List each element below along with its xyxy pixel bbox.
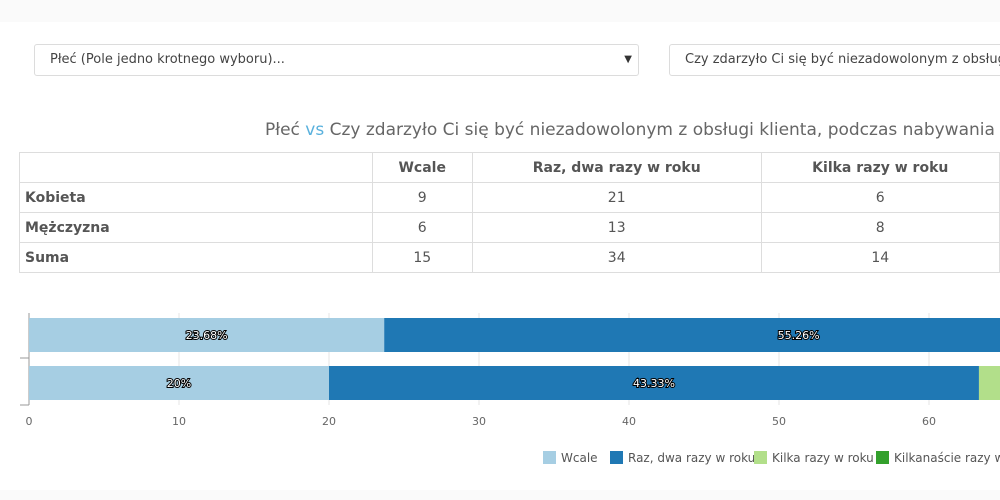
chevron-down-icon: ▼ [624, 54, 632, 65]
legend-swatch [610, 451, 623, 464]
legend-item[interactable]: Kilkanaście razy w roku [876, 450, 1000, 466]
table-header-cell: Kilka razy w roku [760, 152, 1000, 183]
crosstab-table: Wcale Raz, dwa razy w roku Kilka razy w … [19, 152, 1000, 273]
bar-data-label: 23.68% [186, 329, 228, 342]
legend-label: Raz, dwa razy w roku [628, 451, 756, 465]
bar-segment [384, 318, 1000, 352]
table-cell: 34 [471, 242, 762, 273]
legend-label: Kilkanaście razy w roku [894, 451, 1000, 465]
table-row: Kobieta 9 21 6 [19, 182, 1000, 213]
table-cell: 6 [371, 212, 473, 243]
table-cell: 14 [760, 242, 1000, 273]
bottom-bar [0, 490, 1000, 500]
stacked-bar-chart: 0 10 20 30 40 50 60 23.68% 55.26% 20% 43.33% [20, 313, 1000, 428]
column-variable-value: Czy zdarzyło Ci się być niezadowolonym z… [685, 52, 1000, 67]
x-tick-label: 50 [772, 415, 786, 428]
row-variable-value: Płeć (Pole jedno krotnego wyboru)... [50, 52, 285, 67]
legend-swatch [754, 451, 767, 464]
x-tick-label: 40 [622, 415, 636, 428]
table-header-cell: Raz, dwa razy w roku [471, 152, 762, 183]
x-tick-label: 10 [172, 415, 186, 428]
x-tick-label: 60 [922, 415, 936, 428]
column-variable-select[interactable]: Czy zdarzyło Ci się być niezadowolonym z… [669, 44, 1000, 76]
chart-legend: Wcale Raz, dwa razy w roku Kilka razy w ro… [0, 450, 1000, 468]
row-label: Suma [19, 242, 373, 273]
crosstab-title: Płeć vs Czy zdarzyło Ci się być niezadow… [0, 120, 1000, 146]
row-variable-select[interactable]: Płeć (Pole jedno krotnego wyboru)... ▼ [34, 44, 639, 76]
table-cell: 6 [760, 182, 1000, 213]
title-vs: vs [305, 120, 325, 140]
title-right: Czy zdarzyło Ci się być niezadowolonym z… [329, 120, 1000, 140]
table-row: Suma 15 34 14 [19, 242, 1000, 273]
row-label: Mężczyzna [19, 212, 373, 243]
row-label: Kobieta [19, 182, 373, 213]
table-cell: 13 [471, 212, 762, 243]
bar-segment [329, 366, 979, 400]
bar-data-label: 55.26% [778, 329, 820, 342]
legend-label: Wcale [561, 451, 598, 465]
bar-data-label: 20% [167, 377, 191, 390]
x-tick-label: 20 [322, 415, 336, 428]
top-bar [0, 0, 1000, 22]
table-row: Mężczyzna 6 13 8 [19, 212, 1000, 243]
legend-item[interactable]: Raz, dwa razy w roku [610, 450, 755, 466]
legend-swatch [876, 451, 889, 464]
bar-segment [978, 366, 1000, 400]
x-tick-label: 0 [26, 415, 33, 428]
title-left: Płeć [265, 120, 300, 140]
legend-swatch [543, 451, 556, 464]
bar-segment [29, 366, 329, 400]
table-cell: 21 [471, 182, 762, 213]
table-header-row: Wcale Raz, dwa razy w roku Kilka razy w … [19, 152, 1000, 183]
legend-item[interactable]: Wcale [543, 450, 598, 466]
bar-data-label: 43.33% [633, 377, 675, 390]
table-cell: 9 [371, 182, 473, 213]
legend-item[interactable]: Kilka razy w roku [754, 450, 874, 466]
legend-label: Kilka razy w roku [772, 451, 874, 465]
table-header-cell [19, 152, 373, 183]
table-header-cell: Wcale [371, 152, 473, 183]
bar-segment [29, 318, 385, 352]
table-cell: 8 [760, 212, 1000, 243]
table-cell: 15 [371, 242, 473, 273]
x-tick-label: 30 [472, 415, 486, 428]
